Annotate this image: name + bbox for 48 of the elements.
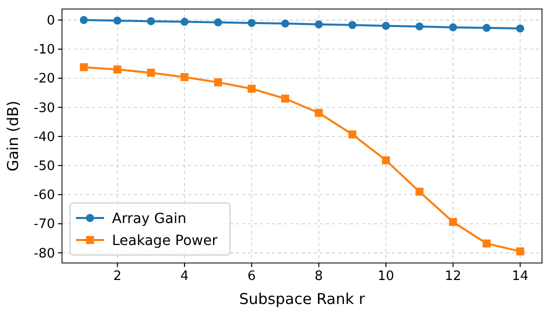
point [415, 188, 424, 196]
point [80, 16, 88, 24]
point [482, 240, 491, 248]
y-tick-label: -50 [34, 159, 55, 174]
y-tick-label: 0 [46, 14, 55, 29]
y-axis-title: Gain (dB) [4, 100, 22, 172]
y-tick-label: -60 [34, 188, 55, 204]
point [314, 108, 323, 117]
y-tick-label: -70 [34, 217, 55, 232]
legend-label: Array Gain [112, 211, 186, 227]
point [146, 17, 155, 26]
y-tick-label: -20 [34, 72, 55, 87]
point [314, 20, 323, 28]
x-tick-label: 10 [378, 269, 394, 284]
point [214, 18, 222, 26]
point [281, 20, 290, 28]
legend-label: Leakage Power [112, 233, 218, 249]
point [449, 218, 458, 226]
x-tick-label: 2 [113, 269, 122, 284]
x-tick-label: 12 [444, 269, 462, 284]
point [348, 130, 356, 138]
point [382, 156, 390, 164]
x-tick-label: 4 [180, 269, 189, 284]
point [113, 66, 122, 74]
x-axis-title: Subspace Rank r [239, 290, 366, 308]
point [180, 73, 189, 82]
point [281, 94, 290, 103]
point [113, 16, 122, 25]
point [382, 22, 390, 30]
y-tick-label: -30 [34, 100, 55, 116]
point [80, 63, 88, 72]
point [516, 24, 524, 32]
point [516, 247, 524, 256]
point [146, 68, 155, 77]
point [248, 18, 256, 27]
y-tick-label: -40 [34, 130, 55, 145]
point [415, 22, 424, 30]
point [214, 78, 222, 86]
y-tick-label: -80 [34, 246, 55, 262]
point [482, 24, 491, 32]
point [348, 21, 356, 29]
point [180, 18, 189, 26]
x-tick-label: 14 [512, 269, 528, 284]
x-tick-label: 6 [248, 269, 256, 284]
point [248, 84, 256, 93]
point [449, 23, 458, 32]
x-tick-label: 8 [314, 269, 323, 284]
y-tick-label: -10 [34, 42, 55, 58]
